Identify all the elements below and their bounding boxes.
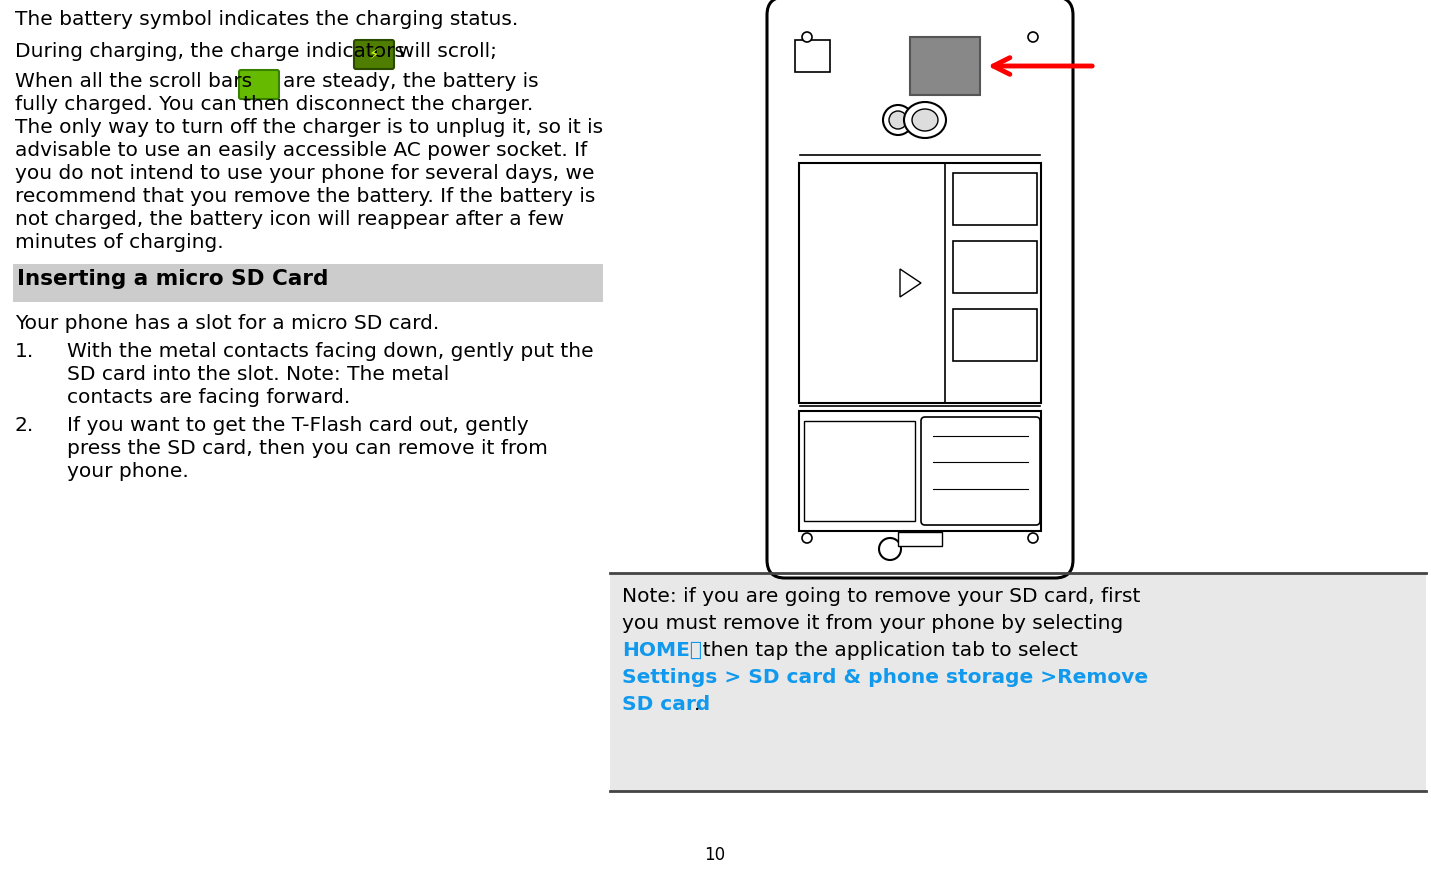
Bar	[804, 421, 914, 521]
Bar	[798, 411, 1040, 531]
Text: you must remove it from your phone by selecting: you must remove it from your phone by se…	[622, 614, 1123, 633]
Bar	[13, 264, 602, 302]
Text: you do not intend to use your phone for several days, we: you do not intend to use your phone for …	[14, 164, 594, 183]
Text: If you want to get the T-Flash card out, gently: If you want to get the T-Flash card out,…	[67, 416, 528, 435]
FancyBboxPatch shape	[239, 70, 279, 99]
Bar	[910, 37, 980, 95]
FancyArrowPatch shape	[993, 58, 1092, 74]
Text: SD card: SD card	[622, 695, 710, 714]
Text: recommend that you remove the battery. If the battery is: recommend that you remove the battery. I…	[14, 187, 595, 206]
Text: HOME，: HOME，	[622, 641, 703, 660]
Ellipse shape	[912, 109, 937, 131]
Text: When all the scroll bars: When all the scroll bars	[14, 72, 252, 91]
FancyBboxPatch shape	[353, 40, 394, 69]
Text: contacts are facing forward.: contacts are facing forward.	[67, 388, 351, 407]
Bar	[796, 40, 830, 72]
Text: your phone.: your phone.	[67, 462, 189, 481]
Bar	[798, 163, 1040, 403]
Text: .: .	[694, 695, 700, 714]
Ellipse shape	[1027, 32, 1037, 42]
Text: fully charged. You can then disconnect the charger.: fully charged. You can then disconnect t…	[14, 95, 534, 114]
Text: ⚡: ⚡	[369, 46, 379, 62]
Bar	[899, 532, 942, 546]
Text: then tap the application tab to select: then tap the application tab to select	[690, 641, 1078, 660]
Text: Your phone has a slot for a micro SD card.: Your phone has a slot for a micro SD car…	[14, 314, 439, 333]
Text: Inserting a micro SD Card: Inserting a micro SD Card	[17, 269, 328, 289]
Text: press the SD card, then you can remove it from: press the SD card, then you can remove i…	[67, 439, 548, 458]
Ellipse shape	[879, 538, 902, 560]
Text: 10: 10	[704, 846, 726, 864]
Bar	[610, 573, 1427, 791]
Ellipse shape	[904, 102, 946, 138]
Ellipse shape	[889, 111, 907, 129]
Text: The only way to turn off the charger is to unplug it, so it is: The only way to turn off the charger is …	[14, 118, 602, 137]
Text: With the metal contacts facing down, gently put the: With the metal contacts facing down, gen…	[67, 342, 594, 361]
Ellipse shape	[801, 32, 811, 42]
Bar	[953, 241, 1037, 293]
Text: minutes of charging.: minutes of charging.	[14, 233, 223, 252]
Ellipse shape	[1027, 533, 1037, 543]
Text: are steady, the battery is: are steady, the battery is	[283, 72, 538, 91]
Text: advisable to use an easily accessible AC power socket. If: advisable to use an easily accessible AC…	[14, 141, 587, 160]
Bar	[953, 309, 1037, 361]
FancyBboxPatch shape	[922, 417, 1040, 525]
Text: will scroll;: will scroll;	[398, 42, 497, 61]
Text: SD card into the slot. Note: The metal: SD card into the slot. Note: The metal	[67, 365, 449, 384]
Text: Settings > SD card & phone storage >Remove: Settings > SD card & phone storage >Remo…	[622, 668, 1148, 687]
Text: not charged, the battery icon will reappear after a few: not charged, the battery icon will reapp…	[14, 210, 564, 229]
Ellipse shape	[801, 533, 811, 543]
Text: Note: if you are going to remove your SD card, first: Note: if you are going to remove your SD…	[622, 587, 1141, 606]
Bar	[953, 173, 1037, 225]
Text: 1.: 1.	[14, 342, 34, 361]
Ellipse shape	[883, 105, 913, 135]
Text: The battery symbol indicates the charging status.: The battery symbol indicates the chargin…	[14, 10, 518, 29]
FancyBboxPatch shape	[767, 0, 1073, 578]
Polygon shape	[900, 269, 922, 297]
Text: During charging, the charge indicators: During charging, the charge indicators	[14, 42, 405, 61]
Text: 2.: 2.	[14, 416, 34, 435]
